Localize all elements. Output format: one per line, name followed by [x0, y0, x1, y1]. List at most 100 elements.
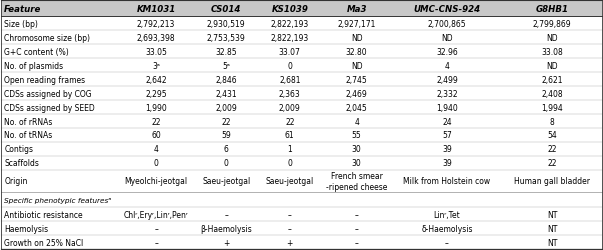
Text: 2,846: 2,846	[215, 76, 237, 84]
Bar	[321, 170, 392, 192]
Text: 61: 61	[285, 131, 295, 140]
Text: 2,642: 2,642	[145, 76, 167, 84]
Text: No. of plasmids: No. of plasmids	[4, 62, 63, 70]
Text: –: –	[445, 238, 449, 247]
Bar	[195, 222, 258, 235]
Bar	[392, 87, 502, 101]
Text: CDSs assigned by SEED: CDSs assigned by SEED	[4, 103, 95, 112]
Bar	[321, 236, 392, 249]
Text: 2,822,193: 2,822,193	[271, 20, 309, 29]
Bar	[502, 156, 602, 170]
Bar	[258, 45, 321, 59]
Bar	[195, 101, 258, 114]
Text: 2,009: 2,009	[215, 103, 237, 112]
Text: –: –	[355, 224, 359, 233]
Bar	[195, 1, 258, 17]
Text: 8: 8	[550, 117, 555, 126]
Bar	[1, 208, 118, 222]
Text: β-Haemolysis: β-Haemolysis	[200, 224, 252, 233]
Text: Haemolysis: Haemolysis	[4, 224, 48, 233]
Text: NT: NT	[547, 238, 557, 247]
Text: Saeu-jeotgal: Saeu-jeotgal	[266, 177, 314, 186]
Bar	[118, 222, 195, 235]
Text: 4: 4	[354, 117, 359, 126]
Text: ND: ND	[441, 34, 453, 43]
Text: 2,431: 2,431	[215, 89, 237, 98]
Text: NT: NT	[547, 210, 557, 219]
Bar	[258, 114, 321, 128]
Text: 33.07: 33.07	[279, 48, 301, 56]
Bar	[258, 192, 321, 208]
Bar	[392, 236, 502, 249]
Text: KM1031: KM1031	[136, 4, 175, 14]
Bar	[502, 208, 602, 222]
Bar	[118, 114, 195, 128]
Bar	[258, 156, 321, 170]
Bar	[392, 222, 502, 235]
Bar	[392, 45, 502, 59]
Bar	[392, 101, 502, 114]
Bar	[392, 17, 502, 31]
Text: Saeu-jeotgal: Saeu-jeotgal	[202, 177, 250, 186]
Text: 24: 24	[442, 117, 452, 126]
Bar	[258, 222, 321, 235]
Bar	[1, 128, 118, 142]
Text: –: –	[154, 224, 158, 233]
Text: Human gall bladder: Human gall bladder	[514, 177, 590, 186]
Bar	[321, 1, 392, 17]
Bar	[321, 73, 392, 87]
Text: 2,930,519: 2,930,519	[207, 20, 245, 29]
Text: 22: 22	[221, 117, 231, 126]
Text: 2,363: 2,363	[279, 89, 301, 98]
Bar	[392, 1, 502, 17]
Bar	[258, 87, 321, 101]
Bar	[502, 31, 602, 45]
Bar	[195, 170, 258, 192]
Text: 32.80: 32.80	[346, 48, 367, 56]
Text: 22: 22	[548, 145, 557, 154]
Text: 0: 0	[224, 159, 229, 168]
Bar	[258, 128, 321, 142]
Bar	[392, 114, 502, 128]
Bar	[502, 170, 602, 192]
Text: –: –	[154, 238, 158, 247]
Bar	[118, 156, 195, 170]
Bar	[321, 17, 392, 31]
Bar	[502, 87, 602, 101]
Bar	[118, 17, 195, 31]
Text: 2,009: 2,009	[279, 103, 301, 112]
Bar	[321, 192, 392, 208]
Text: Milk from Holstein cow: Milk from Holstein cow	[403, 177, 490, 186]
Text: –: –	[288, 210, 292, 219]
Text: NT: NT	[547, 224, 557, 233]
Bar	[258, 236, 321, 249]
Text: 2,332: 2,332	[436, 89, 458, 98]
Bar	[502, 114, 602, 128]
Text: 33.08: 33.08	[541, 48, 563, 56]
Bar	[195, 31, 258, 45]
Text: 1,990: 1,990	[145, 103, 167, 112]
Bar	[502, 142, 602, 156]
Text: 2,745: 2,745	[346, 76, 367, 84]
Text: 1,994: 1,994	[541, 103, 563, 112]
Text: 5ᵃ: 5ᵃ	[223, 62, 230, 70]
Bar	[195, 128, 258, 142]
Text: 2,927,171: 2,927,171	[338, 20, 376, 29]
Text: 33.05: 33.05	[145, 48, 167, 56]
Text: French smear
-ripened cheese: French smear -ripened cheese	[326, 172, 387, 191]
Text: Open reading frames: Open reading frames	[4, 76, 86, 84]
Text: Contigs: Contigs	[4, 145, 33, 154]
Bar	[195, 59, 258, 73]
Bar	[195, 87, 258, 101]
Bar	[118, 236, 195, 249]
Bar	[321, 208, 392, 222]
Text: UMC-CNS-924: UMC-CNS-924	[413, 4, 481, 14]
Bar	[321, 142, 392, 156]
Bar	[118, 101, 195, 114]
Text: 55: 55	[352, 131, 362, 140]
Text: 2,469: 2,469	[346, 89, 367, 98]
Text: Size (bp): Size (bp)	[4, 20, 38, 29]
Bar	[1, 59, 118, 73]
Text: Specific phenotypic featuresᵃ: Specific phenotypic featuresᵃ	[4, 197, 112, 203]
Bar	[392, 142, 502, 156]
